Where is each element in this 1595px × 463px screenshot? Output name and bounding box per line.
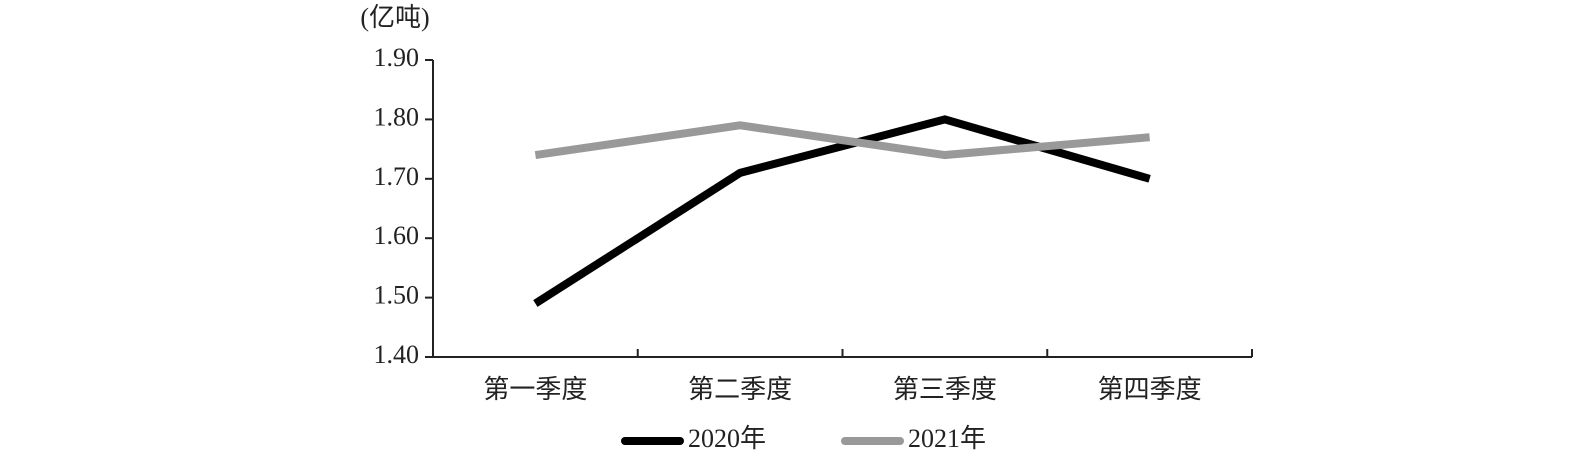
series-line bbox=[534, 121, 1150, 160]
y-tick-label: 1.90 bbox=[374, 43, 420, 72]
y-tick-label: 1.50 bbox=[374, 281, 420, 310]
y-tick-label: 1.60 bbox=[374, 221, 420, 250]
x-tick-label: 第四季度 bbox=[1098, 375, 1202, 404]
y-tick-label: 1.80 bbox=[374, 102, 420, 131]
x-tick-label: 第一季度 bbox=[483, 375, 587, 404]
x-tick-label: 第二季度 bbox=[688, 375, 792, 404]
y-axis-label: (亿吨) bbox=[360, 3, 429, 32]
legend-label: 2020年 bbox=[688, 424, 766, 453]
y-tick-label: 1.40 bbox=[374, 340, 420, 369]
legend-label: 2021年 bbox=[908, 424, 986, 453]
x-tick-label: 第三季度 bbox=[893, 375, 997, 404]
y-tick-label: 1.70 bbox=[374, 162, 420, 191]
